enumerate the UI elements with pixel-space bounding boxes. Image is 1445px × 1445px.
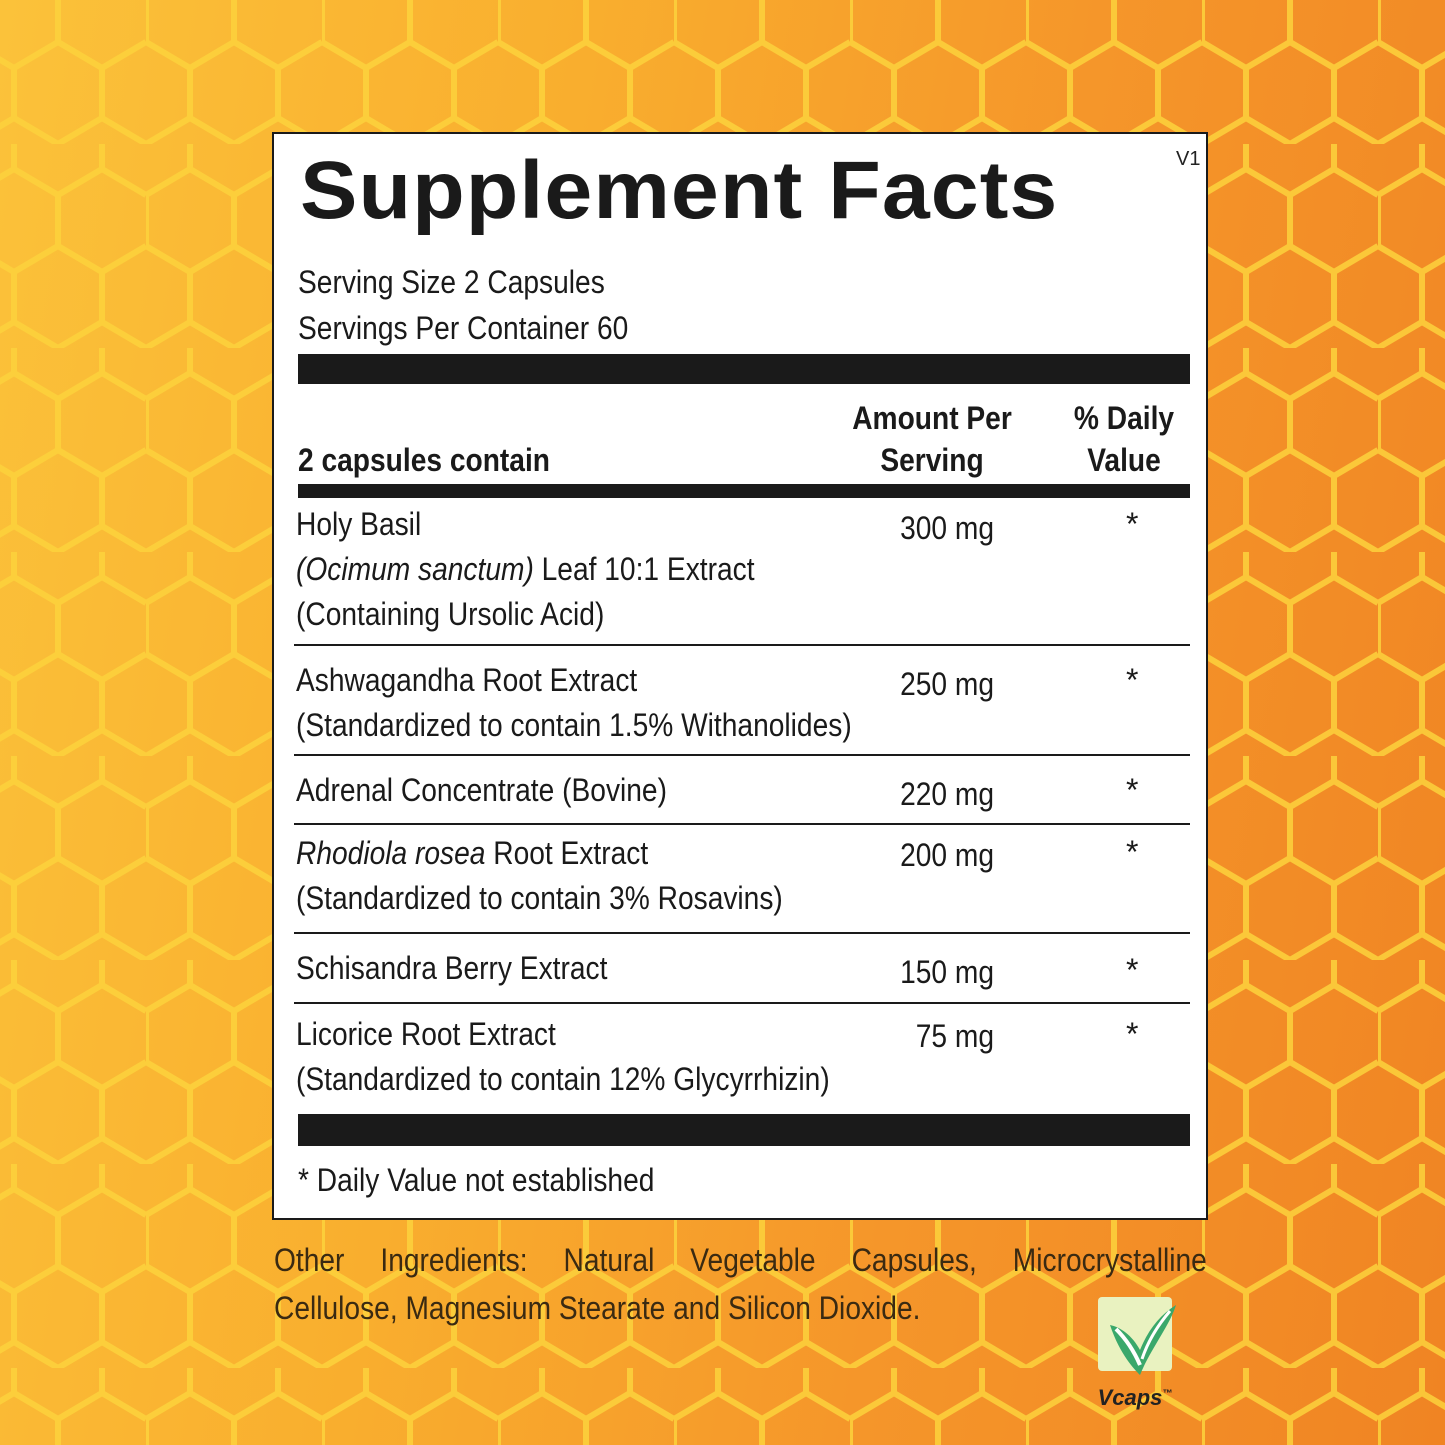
row-divider: [294, 1002, 1190, 1004]
panel-title: Supplement Facts: [300, 145, 1059, 236]
ingredient-daily-value: *: [1126, 952, 1139, 988]
header-amount-line2: Serving: [880, 442, 984, 478]
ingredient-daily-value: *: [1126, 834, 1139, 870]
ingredient-licorice: Licorice Root Extract (Standardized to c…: [296, 1012, 830, 1102]
medium-divider: [298, 484, 1190, 498]
header-serving-contents: 2 capsules contain: [298, 442, 550, 478]
thick-divider-bottom: [298, 1114, 1190, 1146]
other-ingredients-line2: Cellulose, Magnesium Stearate and Silico…: [274, 1290, 921, 1326]
header-amount-line1: Amount Per: [852, 400, 1012, 436]
header-daily-value: % Daily Value: [1058, 397, 1190, 481]
ingredient-daily-value: *: [1126, 1016, 1139, 1052]
header-dv-line2: Value: [1087, 442, 1161, 478]
row-divider: [294, 932, 1190, 934]
ingredient-name: Rhodiola rosea Root Extract: [296, 831, 783, 876]
other-ingredients-line1: Other Ingredients: Natural Vegetable Cap…: [274, 1242, 1207, 1278]
version-label: V1: [1176, 148, 1201, 170]
daily-value-footnote: * Daily Value not established: [298, 1162, 655, 1198]
row-divider: [294, 823, 1190, 825]
ingredient-amount: 300 mg: [900, 510, 994, 546]
ingredient-daily-value: *: [1126, 772, 1139, 808]
vcaps-logo-text: Vcaps™: [1060, 1385, 1210, 1411]
ingredient-amount: 250 mg: [900, 666, 994, 702]
vcaps-logo-name: Vcaps: [1097, 1385, 1163, 1410]
ingredient-latin-name: (Ocimum sanctum): [296, 551, 534, 587]
header-amount-per-serving: Amount Per Serving: [835, 397, 1029, 481]
ingredient-name: Licorice Root Extract: [296, 1016, 556, 1052]
other-ingredients: Other Ingredients: Natural Vegetable Cap…: [274, 1236, 1207, 1332]
ingredient-daily-value: *: [1126, 506, 1139, 542]
ingredient-standardization: (Standardized to contain 12% Glycyrrhizi…: [296, 1061, 830, 1097]
serving-size: Serving Size 2 Capsules: [298, 264, 605, 300]
ingredient-schisandra: Schisandra Berry Extract: [296, 946, 607, 991]
ingredient-name: Adrenal Concentrate (Bovine): [296, 772, 667, 808]
thick-divider-top: [298, 354, 1190, 384]
servings-per-container: Servings Per Container 60: [298, 310, 629, 346]
ingredient-name: Holy Basil: [296, 506, 422, 542]
ingredient-name-rest: Root Extract: [485, 835, 649, 871]
row-divider: [294, 754, 1190, 756]
ingredient-name: Schisandra Berry Extract: [296, 950, 608, 986]
ingredient-daily-value: *: [1126, 662, 1139, 698]
supplement-facts-panel: V1 Supplement Facts Serving Size 2 Capsu…: [272, 132, 1208, 1220]
vcaps-leaf-icon: [1098, 1297, 1176, 1375]
ingredient-amount: 150 mg: [900, 954, 994, 990]
ingredient-amount: 200 mg: [900, 837, 994, 873]
ingredient-standardization: (Standardized to contain 3% Rosavins): [296, 880, 783, 916]
header-dv-line1: % Daily: [1073, 400, 1175, 436]
row-divider: [294, 644, 1190, 646]
ingredient-standardization: (Containing Ursolic Acid): [296, 596, 605, 632]
ingredient-name: Ashwagandha Root Extract: [296, 662, 638, 698]
ingredient-amount: 220 mg: [900, 776, 994, 812]
ingredient-adrenal-concentrate: Adrenal Concentrate (Bovine): [296, 768, 667, 813]
ingredient-amount: 75 mg: [915, 1018, 994, 1054]
ingredient-latin-name: Rhodiola rosea: [296, 835, 486, 871]
ingredient-detail-rest: Leaf 10:1 Extract: [533, 551, 755, 587]
ingredient-detail: (Ocimum sanctum) Leaf 10:1 Extract: [296, 547, 755, 592]
ingredient-ashwagandha: Ashwagandha Root Extract (Standardized t…: [296, 658, 852, 748]
ingredient-standardization: (Standardized to contain 1.5% Withanolid…: [296, 707, 852, 743]
ingredient-holy-basil: Holy Basil (Ocimum sanctum) Leaf 10:1 Ex…: [296, 502, 755, 637]
vcaps-trademark: ™: [1162, 1388, 1173, 1400]
ingredient-rhodiola: Rhodiola rosea Root Extract (Standardize…: [296, 831, 783, 921]
